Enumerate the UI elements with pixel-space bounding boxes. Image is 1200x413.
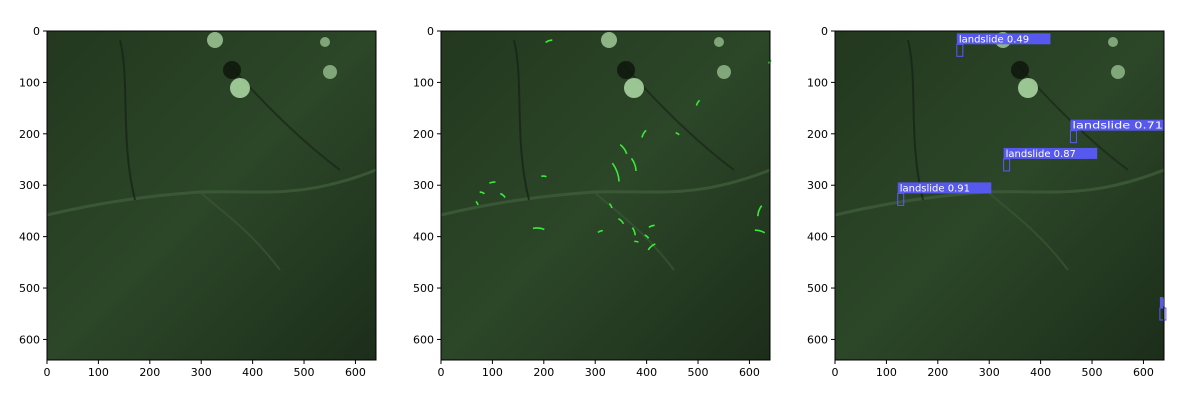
y-axis-ticks: 0 100 200 300 400 500 600 xyxy=(413,25,441,346)
landslide-contour xyxy=(630,157,637,171)
x-tick-label: 400 xyxy=(242,366,263,379)
satellite-image xyxy=(834,31,1165,360)
detection-box xyxy=(956,43,964,57)
panel-original-plot: 0 100 200 300 400 500 600 0 100 200 300 400 500 600 xyxy=(19,25,377,379)
landslide-contour xyxy=(475,200,479,206)
landslide-contour xyxy=(608,203,613,209)
x-tick-label: 100 xyxy=(482,366,503,379)
landslide-contour xyxy=(644,234,650,239)
x-tick-label: 200 xyxy=(533,366,554,379)
x-tick-label: 0 xyxy=(832,366,839,379)
detection-box xyxy=(897,192,905,206)
x-tick-label: 600 xyxy=(739,366,760,379)
x-axis-ticks: 0 100 200 300 400 500 600 xyxy=(44,360,366,379)
y-tick-label: 300 xyxy=(19,179,40,192)
y-tick-label: 0 xyxy=(427,25,434,38)
y-tick-label: 600 xyxy=(807,333,828,346)
detection-label-bg xyxy=(1159,297,1164,309)
panel-ground-truth-plot: 0 100 200 300 400 500 600 0 100 200 300 400 500 600 xyxy=(413,25,772,379)
detection-label-bg xyxy=(956,33,1051,45)
landslide-contour xyxy=(479,191,485,195)
axes-frame xyxy=(46,30,377,361)
x-tick-label: 0 xyxy=(44,366,51,379)
y-tick-label: 300 xyxy=(807,179,828,192)
x-tick-label: 200 xyxy=(927,366,948,379)
detection-box xyxy=(1069,130,1077,144)
y-tick-label: 0 xyxy=(821,25,828,38)
detection-label-bg xyxy=(897,182,992,194)
landslide-contour xyxy=(648,224,655,229)
y-tick-label: 500 xyxy=(807,282,828,295)
landslide-contour xyxy=(618,217,625,225)
landslide-contour xyxy=(634,240,639,243)
landslide-contour xyxy=(641,129,647,138)
x-tick-label: 100 xyxy=(876,366,897,379)
x-tick-label: 600 xyxy=(345,366,366,379)
y-axis-ticks: 0 100 200 300 400 500 600 xyxy=(807,25,835,346)
panel-detections-plot: landslide 0.49 landslide 0.71 landslide 0.… xyxy=(807,25,1167,379)
detection-box xyxy=(1003,158,1011,172)
y-tick-label: 200 xyxy=(413,128,434,141)
landslide-contour xyxy=(499,192,506,198)
panel-original: 0 100 200 300 400 500 600 0 100 200 300 400 500 600 xyxy=(0,0,400,413)
x-tick-label: 300 xyxy=(191,366,212,379)
landslide-contour xyxy=(647,243,656,251)
x-axis-ticks: 0 100 200 300 400 500 600 xyxy=(832,360,1154,379)
y-tick-label: 400 xyxy=(807,231,828,244)
landslide-contour xyxy=(489,181,496,184)
panel-detections: landslide 0.49 landslide 0.71 landslide 0.… xyxy=(788,0,1200,413)
detection-label: landslide 0.91 xyxy=(900,183,970,194)
y-tick-label: 100 xyxy=(807,76,828,89)
landslide-contours xyxy=(475,39,772,251)
satellite-image xyxy=(46,31,377,360)
landslide-contour xyxy=(757,205,763,217)
y-tick-label: 100 xyxy=(413,76,434,89)
y-tick-label: 0 xyxy=(33,25,40,38)
x-tick-label: 0 xyxy=(438,366,445,379)
panel-ground-truth: 0 100 200 300 400 500 600 0 100 200 300 400 500 600 xyxy=(394,0,794,413)
x-tick-label: 100 xyxy=(88,366,109,379)
y-tick-label: 200 xyxy=(807,128,828,141)
satellite-image xyxy=(440,31,771,360)
y-tick-label: 500 xyxy=(19,282,40,295)
landslide-contour xyxy=(631,227,636,236)
y-tick-label: 200 xyxy=(19,128,40,141)
landslide-contour xyxy=(695,99,701,106)
axes-frame xyxy=(834,30,1165,361)
x-tick-label: 300 xyxy=(585,366,606,379)
detection-label: landslide 0.87 xyxy=(1006,149,1076,160)
x-tick-label: 500 xyxy=(1082,366,1103,379)
x-tick-label: 300 xyxy=(979,366,1000,379)
x-tick-label: 400 xyxy=(1030,366,1051,379)
landslide-contour xyxy=(541,175,547,178)
x-tick-label: 500 xyxy=(688,366,709,379)
detection-label: landslide 0.49 xyxy=(959,34,1029,45)
y-tick-label: 300 xyxy=(413,179,434,192)
x-axis-ticks: 0 100 200 300 400 500 600 xyxy=(438,360,760,379)
landslide-contour xyxy=(597,229,603,234)
landslide-contour xyxy=(545,39,553,44)
axes-frame xyxy=(440,30,771,361)
detection-label-bg xyxy=(1003,147,1098,159)
landslide-contour xyxy=(619,143,628,155)
x-tick-label: 400 xyxy=(636,366,657,379)
y-axis-ticks: 0 100 200 300 400 500 600 xyxy=(19,25,47,346)
x-tick-label: 500 xyxy=(294,366,315,379)
landslide-contour xyxy=(675,132,680,136)
x-tick-label: 600 xyxy=(1133,366,1154,379)
y-tick-label: 400 xyxy=(19,231,40,244)
x-tick-label: 200 xyxy=(139,366,160,379)
landslide-contour xyxy=(532,227,545,231)
detection-box xyxy=(1159,307,1167,321)
detection-label: landslide 0.71 xyxy=(1072,121,1163,132)
y-tick-label: 600 xyxy=(413,333,434,346)
y-tick-label: 500 xyxy=(413,282,434,295)
landslide-contour xyxy=(754,229,766,234)
y-tick-label: 600 xyxy=(19,333,40,346)
detection-label-bg xyxy=(1070,119,1164,131)
y-tick-label: 100 xyxy=(19,76,40,89)
landslide-contour xyxy=(611,162,620,182)
y-tick-label: 400 xyxy=(413,231,434,244)
